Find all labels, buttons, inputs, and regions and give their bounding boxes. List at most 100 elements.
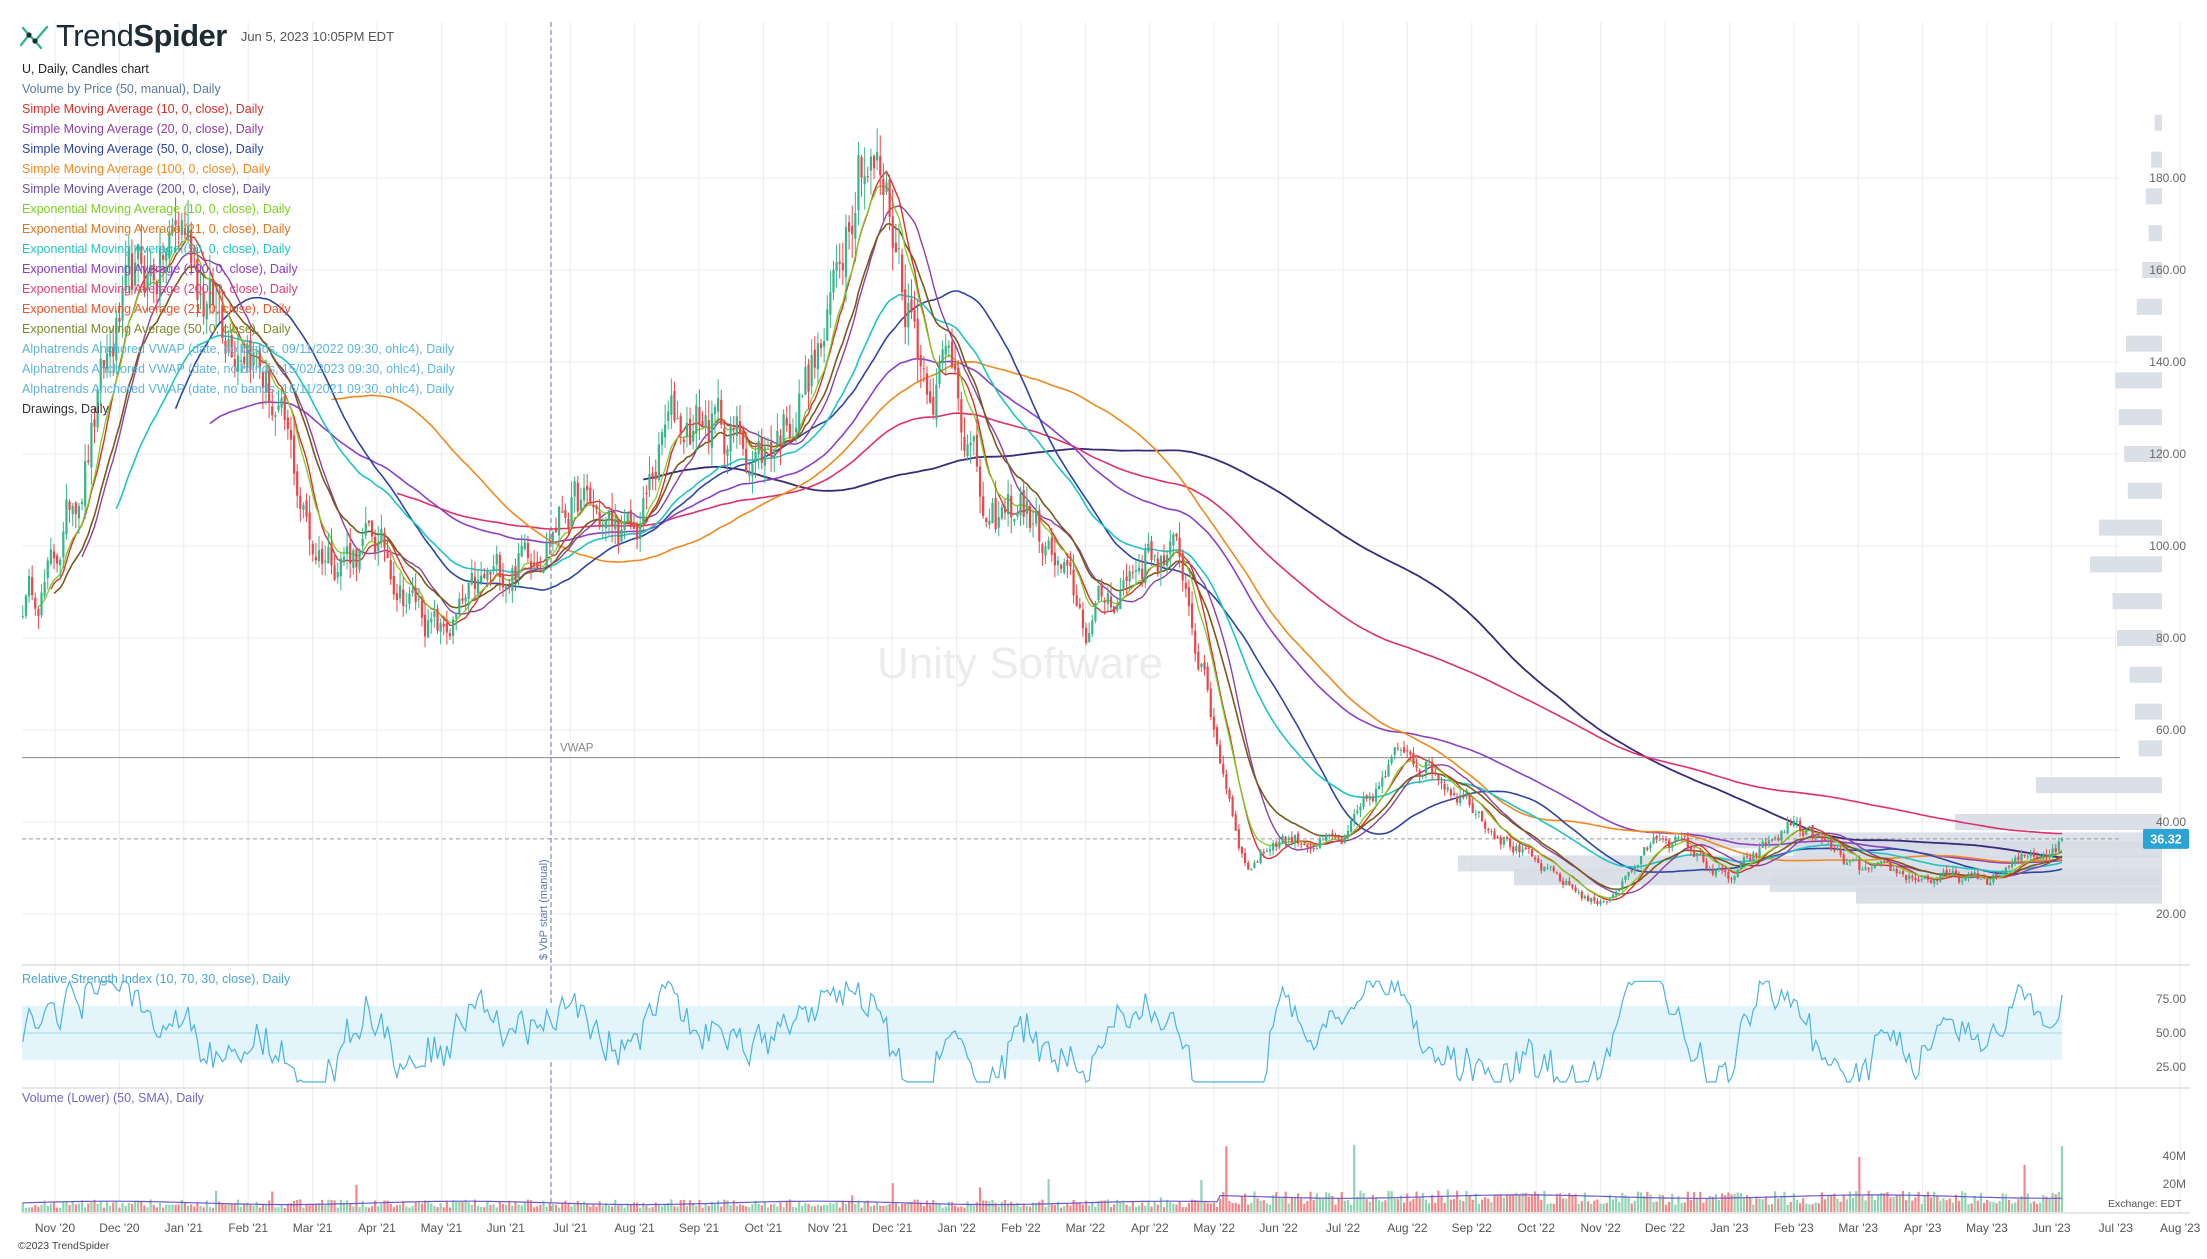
candle-body xyxy=(314,557,317,561)
candle-body xyxy=(1521,848,1524,853)
candle-body xyxy=(844,226,848,278)
legend-item[interactable]: Exponential Moving Average (100, 0, clos… xyxy=(22,262,298,276)
candle-body xyxy=(1939,875,1942,882)
legend-item[interactable]: Alphatrends Anchored VWAP (date, no band… xyxy=(22,382,454,396)
candle-body xyxy=(321,548,324,564)
volume-bar xyxy=(361,1200,364,1212)
volume-bar xyxy=(133,1201,137,1212)
legend-item[interactable]: Exponential Moving Average (200, 0, clos… xyxy=(22,282,298,296)
volume-bar xyxy=(1474,1193,1477,1212)
candle-body xyxy=(545,542,548,566)
candle-body xyxy=(1340,838,1343,844)
legend-item[interactable]: Exponential Moving Average (50, 0, close… xyxy=(22,242,291,256)
volume-bar xyxy=(1312,1199,1315,1212)
volume-bar xyxy=(1711,1196,1714,1212)
time-axis-label: Jul '21 xyxy=(553,1221,588,1235)
time-axis: Nov '20 Dec '20 Jan '21 Feb '21 Mar '21 Apr '… xyxy=(35,1221,2201,1235)
candle-body xyxy=(1013,519,1016,522)
candle-body xyxy=(330,543,333,566)
candle-body xyxy=(1711,868,1714,875)
candle-body xyxy=(1724,870,1727,873)
volume-bar xyxy=(857,1200,860,1212)
volume-bar xyxy=(461,1201,464,1212)
candle-body xyxy=(654,471,657,480)
candle-body xyxy=(1222,763,1225,774)
volume-bar xyxy=(623,1207,626,1212)
volume-bar xyxy=(1783,1191,1786,1212)
candle-body xyxy=(1767,840,1771,846)
volume-label[interactable]: Volume (Lower) (50, SMA), Daily xyxy=(22,1091,205,1105)
volume-bar xyxy=(1680,1202,1683,1212)
volume-bar xyxy=(504,1204,508,1212)
candle-body xyxy=(1399,749,1403,751)
volume-bar xyxy=(1646,1191,1649,1212)
legend-item[interactable]: Simple Moving Average (50, 0, close), Da… xyxy=(22,142,264,156)
volume-bar xyxy=(333,1200,336,1212)
legend-item[interactable]: Simple Moving Average (100, 0, close), D… xyxy=(22,162,271,176)
volume-bar xyxy=(601,1205,604,1212)
legend-item[interactable]: Exponential Moving Average (50, 0, close… xyxy=(22,322,291,336)
volume-bar xyxy=(701,1207,704,1212)
volume-tick-label: 40M xyxy=(2163,1149,2186,1163)
rsi-tick-label: 50.00 xyxy=(2156,1026,2186,1040)
candle-body xyxy=(723,428,726,454)
volume-bar xyxy=(31,1207,34,1212)
candle-body xyxy=(1088,633,1091,642)
candle-body xyxy=(1462,795,1465,798)
candle-body xyxy=(345,546,349,554)
legend-item[interactable]: Simple Moving Average (20, 0, close), Da… xyxy=(22,122,264,136)
volume-bar xyxy=(1084,1200,1088,1212)
legend-item[interactable]: Drawings, Daily xyxy=(22,402,109,416)
volume-bar xyxy=(1153,1201,1156,1212)
volume-bar xyxy=(1633,1200,1636,1212)
volume-bar xyxy=(2004,1194,2007,1212)
rsi-label[interactable]: Relative Strength Index (10, 70, 30, clo… xyxy=(22,972,291,986)
candle-body xyxy=(430,618,433,623)
legend-item[interactable]: Alphatrends Anchored VWAP (date, no band… xyxy=(22,342,454,356)
volume-bar xyxy=(71,1201,74,1212)
volume-bar xyxy=(826,1205,829,1212)
candle-body xyxy=(944,345,947,355)
volume-bar xyxy=(115,1201,118,1212)
volume-bar xyxy=(1577,1203,1580,1212)
volume-bar xyxy=(794,1207,798,1212)
candle-body xyxy=(592,504,595,508)
volume-bar xyxy=(1137,1205,1141,1212)
volume-bar xyxy=(1412,1198,1415,1212)
candle-body xyxy=(1562,880,1565,885)
volume-bar xyxy=(511,1205,514,1212)
candle-body xyxy=(24,595,28,616)
candle-body xyxy=(1593,897,1596,901)
candle-body xyxy=(1025,501,1028,515)
volume-bar xyxy=(1621,1192,1624,1212)
volume-bar xyxy=(1755,1196,1758,1212)
legend-item[interactable]: Simple Moving Average (10, 0, close), Da… xyxy=(22,102,264,116)
volume-bar xyxy=(869,1206,873,1212)
candle-body xyxy=(1243,852,1247,863)
legend-item[interactable]: Exponential Moving Average (10, 0, close… xyxy=(22,202,291,216)
legend-item[interactable]: U, Daily, Candles chart xyxy=(22,62,149,76)
volume-bar xyxy=(757,1203,760,1212)
candle-body xyxy=(673,390,676,421)
candle-body xyxy=(1418,770,1421,777)
legend-item[interactable]: Volume by Price (50, manual), Daily xyxy=(22,82,221,96)
brand-name[interactable]: TrendSpider xyxy=(56,18,227,54)
candle-body xyxy=(1156,558,1159,574)
vbp-bar xyxy=(2117,630,2162,646)
candle-body xyxy=(598,511,601,526)
candle-body xyxy=(218,311,221,313)
volume-bar xyxy=(467,1202,470,1212)
candle-body xyxy=(932,396,935,415)
candle-body xyxy=(1527,847,1530,849)
legend-item[interactable]: Exponential Moving Average (21, 0, close… xyxy=(22,302,291,316)
legend-item[interactable]: Exponential Moving Average (21, 0, close… xyxy=(22,222,291,236)
candle-body xyxy=(1047,540,1050,549)
legend-item[interactable]: Simple Moving Average (200, 0, close), D… xyxy=(22,182,271,196)
volume-bar xyxy=(1462,1201,1465,1212)
volume-bar xyxy=(1674,1204,1677,1212)
candle-body xyxy=(109,346,112,357)
volume-bar xyxy=(1262,1200,1265,1212)
volume-bar xyxy=(2035,1204,2039,1212)
legend-item[interactable]: Alphatrends Anchored VWAP (date, no band… xyxy=(22,362,455,376)
